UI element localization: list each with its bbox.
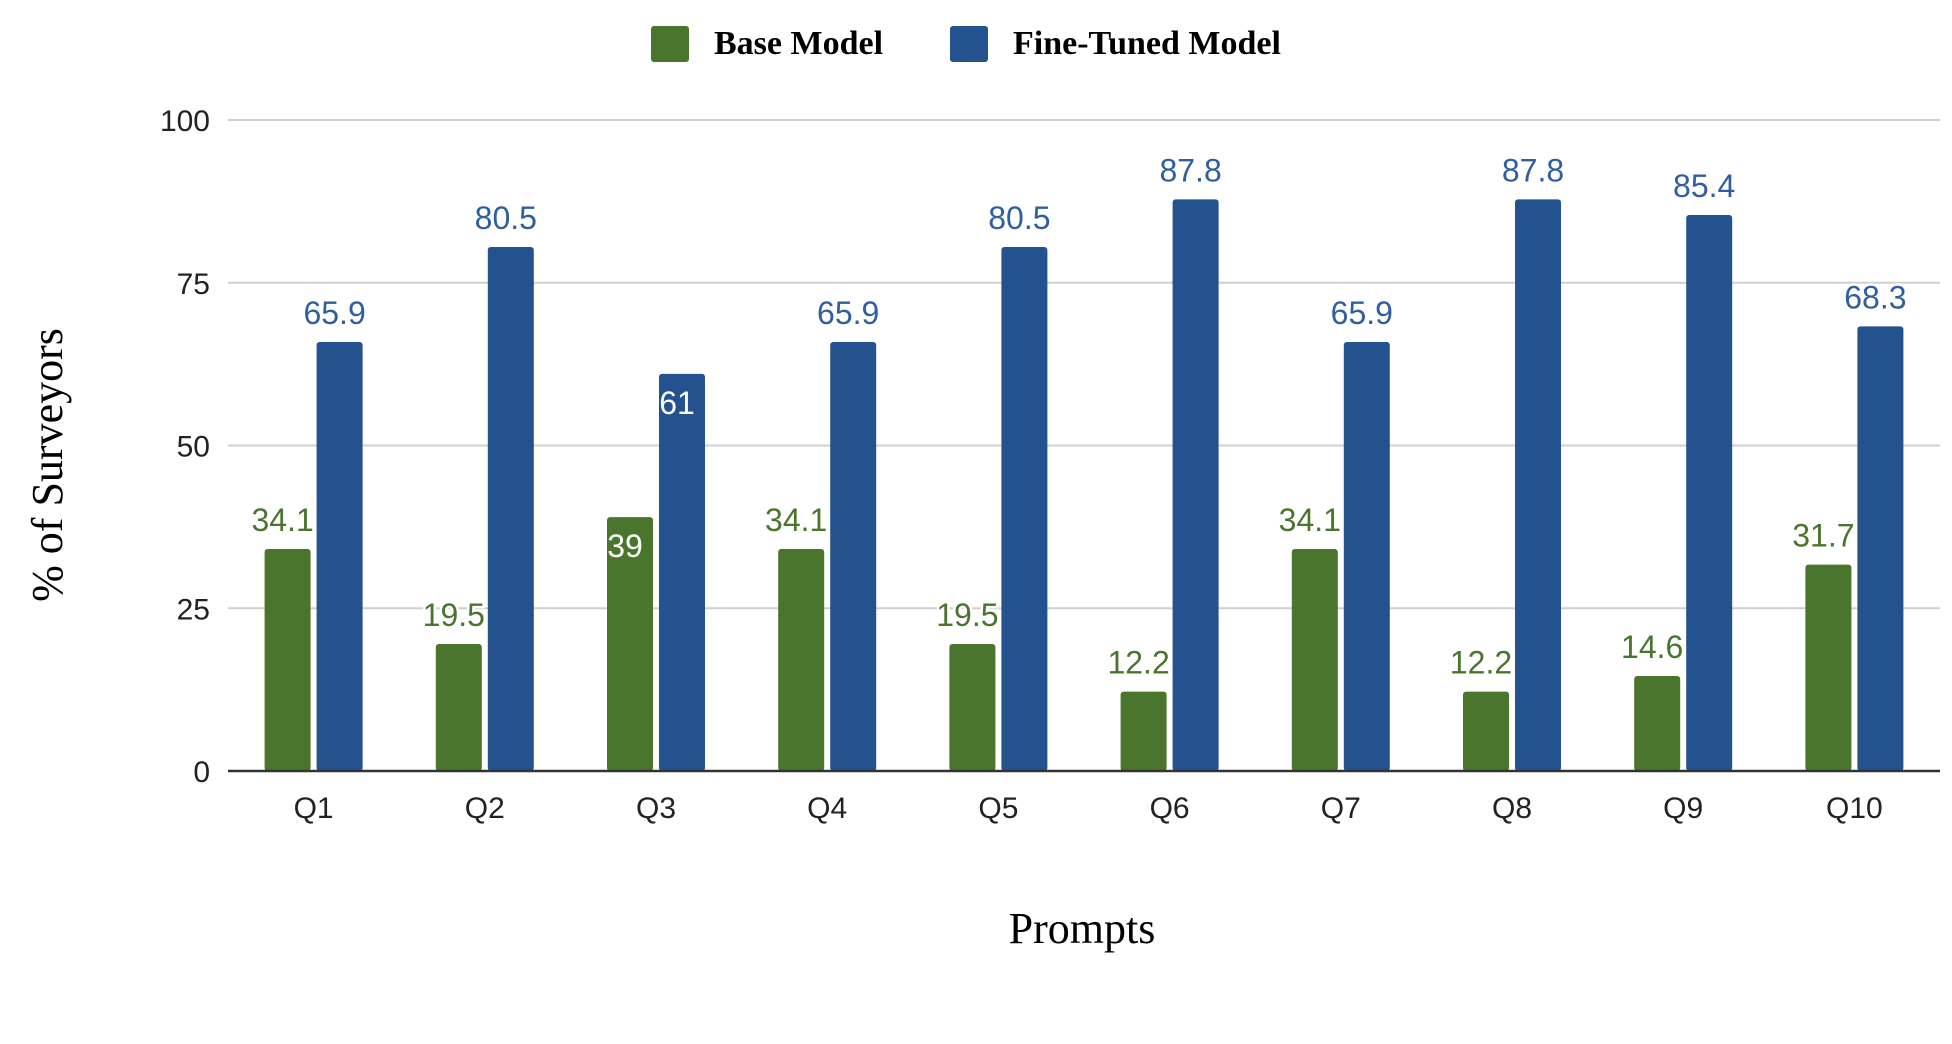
x-tick-label-q8: Q8 [1492,792,1532,825]
bar-fine-tuned-q7 [1343,341,1390,771]
bar-fine-tuned-q4 [830,341,877,771]
y-tick-label: 100 [160,105,210,138]
legend: Base Model Fine-Tuned Model [651,25,1281,62]
x-axis-title: Prompts [1009,904,1156,953]
data-label-fine-tuned-q2: 80.5 [475,200,537,236]
bar-fine-tuned-q6 [1172,199,1219,771]
data-label-base-q1: 34.1 [251,502,313,538]
data-label-base-q5: 19.5 [936,597,998,633]
bars [264,199,1904,771]
legend-label-fine-tuned-model: Fine-Tuned Model [1013,25,1281,62]
y-axis-title: % of Surveyors [23,328,72,602]
data-label-base-q9: 14.6 [1621,629,1683,665]
data-label-base-q3: 39 [607,528,643,564]
bar-base-q4 [778,549,825,771]
x-tick-label-q2: Q2 [465,792,505,825]
data-label-base-q6: 12.2 [1107,645,1169,681]
bar-fine-tuned-q10 [1857,326,1904,771]
x-tick-label-q9: Q9 [1663,792,1703,825]
data-label-fine-tuned-q10: 68.3 [1844,279,1906,315]
bar-fine-tuned-q5 [1001,246,1048,771]
axes: 0 25 50 75 100 Q1 Q2 Q3 Q4 Q5 Q6 Q7 Q8 Q9 Q10 [160,105,1940,825]
data-label-fine-tuned-q9: 85.4 [1673,168,1735,204]
bar-base-q9 [1634,675,1681,771]
x-tick-label-q6: Q6 [1150,792,1190,825]
data-label-fine-tuned-q7: 65.9 [1331,295,1393,331]
legend-swatch-base-model [651,26,689,62]
legend-swatch-fine-tuned-model [950,26,988,62]
bar-base-q8 [1463,691,1509,771]
x-tick-label-q1: Q1 [294,792,334,825]
y-tick-label: 50 [177,431,210,464]
data-label-fine-tuned-q8: 87.8 [1502,152,1564,188]
bar-base-q10 [1805,564,1852,771]
y-tick-label: 0 [193,756,210,789]
y-tick-label: 25 [177,593,210,626]
bar-base-q6 [1120,691,1167,771]
x-tick-label-q3: Q3 [636,792,676,825]
data-label-fine-tuned-q5: 80.5 [988,200,1050,236]
bar-base-q2 [435,644,482,771]
x-tick-label-q7: Q7 [1321,792,1361,825]
data-labels: 34.1 65.9 19.5 80.5 39 61 34.1 65.9 19.5 80.5 12.2… [249,150,1909,683]
bar-fine-tuned-q2 [487,246,534,771]
bar-base-q7 [1291,549,1338,771]
x-tick-label-q5: Q5 [978,792,1018,825]
legend-label-base-model: Base Model [714,25,883,62]
data-label-fine-tuned-q3: 61 [659,385,695,421]
x-tick-label-q10: Q10 [1826,792,1883,825]
bar-fine-tuned-q9 [1686,215,1733,771]
data-label-fine-tuned-q4: 65.9 [817,295,879,331]
bar-base-q5 [949,644,996,771]
data-label-base-q7: 34.1 [1279,502,1341,538]
data-label-base-q10: 31.7 [1792,518,1854,554]
data-label-base-q2: 19.5 [423,597,485,633]
bar-fine-tuned-q3 [659,373,705,771]
bar-fine-tuned-q8 [1515,199,1561,771]
bar-base-q3 [607,517,653,771]
data-label-base-q8: 12.2 [1450,645,1512,681]
bar-base-q1 [264,549,311,771]
data-label-fine-tuned-q1: 65.9 [303,295,365,331]
data-label-fine-tuned-q6: 87.8 [1159,152,1221,188]
bar-fine-tuned-q1 [316,341,363,771]
x-tick-label-q4: Q4 [807,792,847,825]
data-label-base-q4: 34.1 [765,502,827,538]
y-tick-label: 75 [177,268,210,301]
